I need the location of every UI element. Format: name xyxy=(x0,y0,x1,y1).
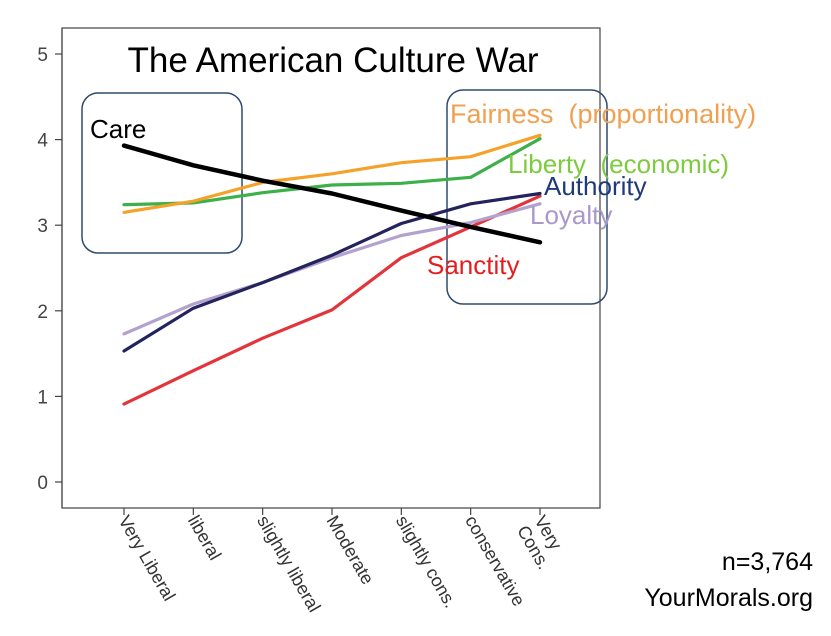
x-tick-label: liberal xyxy=(184,512,225,564)
highlight-box-liberal xyxy=(81,92,243,254)
series-line-loyalty xyxy=(122,202,542,336)
series-line-authority xyxy=(122,191,542,353)
series-label-sanctity: Sanctity xyxy=(427,250,520,280)
x-tick-label: slightly liberal xyxy=(253,512,324,616)
x-tick-label: VeryCons. xyxy=(513,512,571,573)
sample-size-label: n=3,764 xyxy=(721,548,813,576)
y-tick-label: 4 xyxy=(37,131,48,152)
y-tick-label: 1 xyxy=(37,387,48,408)
series-label-liberty: Liberty (economic) xyxy=(508,149,729,179)
series-label-loyalty: Loyalty xyxy=(530,200,612,230)
x-tick-label: conservative xyxy=(461,512,529,610)
y-tick-label: 3 xyxy=(37,216,48,237)
y-tick-label: 5 xyxy=(37,45,48,66)
y-tick-label: 2 xyxy=(37,302,48,323)
highlight-box-conservative xyxy=(446,89,608,305)
x-tick-label: slightly cons. xyxy=(392,512,461,611)
series-line-liberty xyxy=(122,137,542,207)
x-axis-ticks: Very Liberal liberal slightly liberalModer… xyxy=(115,508,571,616)
series-line-fairness xyxy=(122,133,542,214)
y-tick-label: 0 xyxy=(37,473,48,494)
chart-title: The American Culture War xyxy=(127,41,538,80)
series-label-authority: Authority xyxy=(544,171,647,201)
series-label-care: Care xyxy=(90,114,146,144)
series-label-fairness: Fairness (proportionality) xyxy=(450,99,756,129)
x-tick-label: Very Liberal xyxy=(115,512,180,604)
y-axis-ticks: 0 1 2 3 4 5 xyxy=(37,45,62,494)
series-lines xyxy=(121,133,543,406)
x-tick-label: Moderate xyxy=(323,512,378,588)
series-line-care xyxy=(121,143,543,245)
source-label: YourMorals.org xyxy=(644,584,813,612)
